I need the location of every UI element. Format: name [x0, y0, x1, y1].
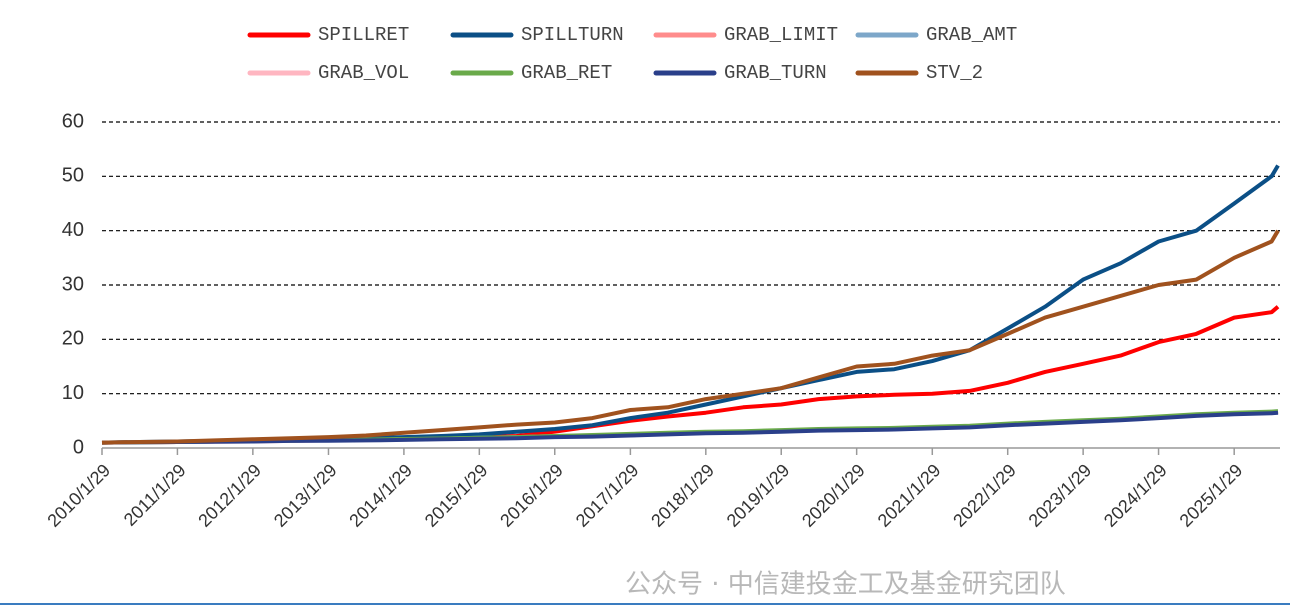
y-tick-label: 20: [62, 328, 84, 350]
legend-label: GRAB_VOL: [318, 62, 409, 84]
x-tick-label: 2010/1/29: [43, 460, 114, 531]
x-tick-label: 2024/1/29: [1100, 460, 1171, 531]
legend-label: SPILLTURN: [521, 24, 624, 46]
x-tick-label: 2014/1/29: [345, 460, 416, 531]
y-tick-label: 0: [73, 436, 84, 458]
x-tick-label: 2013/1/29: [270, 460, 341, 531]
x-tick-label: 2012/1/29: [194, 460, 265, 531]
x-tick-label: 2025/1/29: [1176, 460, 1247, 531]
series-line: [101, 410, 1279, 445]
x-tick-label: 2023/1/29: [1025, 460, 1096, 531]
x-tick-label: 2016/1/29: [496, 460, 567, 531]
x-tick-label: 2022/1/29: [949, 460, 1020, 531]
y-tick-label: 40: [62, 219, 84, 241]
series-line: [101, 229, 1280, 445]
x-tick-label: 2018/1/29: [647, 460, 718, 531]
x-tick-label: 2019/1/29: [723, 460, 794, 531]
x-tick-label: 2011/1/29: [120, 460, 190, 530]
x-tick-label: 2015/1/29: [421, 460, 492, 531]
x-tick-label: 2021/1/29: [874, 460, 945, 531]
legend-label: SPILLRET: [318, 24, 409, 46]
y-tick-label: 30: [62, 273, 84, 295]
y-tick-label: 60: [62, 110, 84, 132]
legend-label: STV_2: [926, 62, 983, 84]
y-tick-label: 10: [62, 382, 84, 404]
watermark: 公众号 · 中信建投金工及基金研究团队: [625, 570, 1066, 600]
legend-label: GRAB_RET: [521, 62, 612, 84]
legend-label: GRAB_LIMIT: [724, 24, 838, 46]
x-tick-label: 2020/1/29: [798, 460, 869, 531]
y-tick-label: 50: [62, 165, 84, 187]
legend-label: GRAB_AMT: [926, 24, 1017, 46]
legend-label: GRAB_TURN: [724, 62, 827, 84]
x-tick-label: 2017/1/29: [572, 460, 643, 531]
